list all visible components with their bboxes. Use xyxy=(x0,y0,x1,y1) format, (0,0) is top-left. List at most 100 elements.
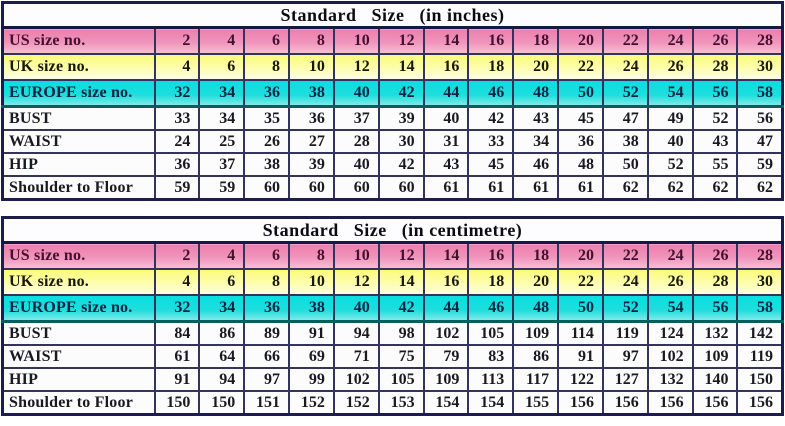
row-label: BUST xyxy=(1,105,156,131)
size-value-cell: 102 xyxy=(646,344,694,369)
size-value-cell: 150 xyxy=(198,390,246,416)
size-value-cell: 10 xyxy=(288,53,335,81)
size-value-cell: 91 xyxy=(557,344,604,369)
table-row: UK size no. 4 6 8 10 12 14 16 18 20 22 24 26 28 30 xyxy=(1,268,784,296)
size-value-cell: 55 xyxy=(691,152,739,177)
size-value-cell: 8 xyxy=(243,268,291,296)
size-value-cell: 94 xyxy=(198,367,246,392)
size-value-cell: 132 xyxy=(691,320,739,346)
size-value-cell: 156 xyxy=(736,390,784,416)
size-value-cell: 30 xyxy=(736,53,784,81)
size-value-cell: 60 xyxy=(332,175,380,201)
table-row: HIP 91 94 97 99 102 105 109 113 117 122 127 132 140 15… xyxy=(1,367,784,392)
table-row: Shoulder to Floor 150 150 151 152 152 153 154 15… xyxy=(1,390,784,416)
table-row: BUST 33 34 35 36 37 39 40 42 43 45 47 49 52 56 xyxy=(1,105,784,131)
size-value-cell: 27 xyxy=(288,129,335,154)
size-value-cell: 36 xyxy=(243,294,291,323)
size-value-cell: 6 xyxy=(198,53,246,81)
size-value-cell: 16 xyxy=(422,53,470,81)
row-label: BUST xyxy=(1,320,156,346)
size-value-cell: 48 xyxy=(557,152,604,177)
size-value-cell: 6 xyxy=(243,241,291,270)
size-value-cell: 156 xyxy=(691,390,739,416)
size-value-cell: 86 xyxy=(198,320,246,346)
size-value-cell: 61 xyxy=(512,175,560,201)
size-value-cell: 62 xyxy=(736,175,784,201)
size-value-cell: 79 xyxy=(422,344,470,369)
size-value-cell: 59 xyxy=(198,175,246,201)
size-value-cell: 36 xyxy=(153,152,201,177)
size-value-cell: 37 xyxy=(198,152,246,177)
size-value-cell: 42 xyxy=(377,294,425,323)
size-value-cell: 20 xyxy=(557,241,604,270)
size-value-cell: 26 xyxy=(646,268,694,296)
size-value-cell: 26 xyxy=(243,129,291,154)
size-value-cell: 42 xyxy=(377,79,425,108)
size-value-cell: 22 xyxy=(557,53,604,81)
size-value-cell: 122 xyxy=(557,367,604,392)
size-value-cell: 34 xyxy=(198,105,246,131)
size-value-cell: 156 xyxy=(601,390,649,416)
size-value-cell: 119 xyxy=(736,344,784,369)
size-value-cell: 75 xyxy=(377,344,425,369)
size-value-cell: 154 xyxy=(467,390,515,416)
size-value-cell: 46 xyxy=(467,79,515,108)
size-value-cell: 102 xyxy=(332,367,380,392)
size-value-cell: 50 xyxy=(601,152,649,177)
size-value-cell: 109 xyxy=(422,367,470,392)
size-value-cell: 28 xyxy=(736,26,784,55)
size-value-cell: 47 xyxy=(601,105,649,131)
size-value-cell: 150 xyxy=(153,390,201,416)
table-row: HIP 36 37 38 39 40 42 43 45 46 48 50 52 55 59 xyxy=(1,152,784,177)
size-value-cell: 14 xyxy=(422,241,470,270)
size-value-cell: 83 xyxy=(467,344,515,369)
size-value-cell: 132 xyxy=(646,367,694,392)
table-body-centimetre: US size no. 2 4 6 8 10 12 14 16 18 20 22 24 26 28 UK si… xyxy=(1,241,784,416)
size-value-cell: 18 xyxy=(512,241,560,270)
size-value-cell: 140 xyxy=(691,367,739,392)
size-value-cell: 114 xyxy=(557,320,604,346)
size-value-cell: 105 xyxy=(467,320,515,346)
table-row: US size no. 2 4 6 8 10 12 14 16 18 20 22 24 26 28 xyxy=(1,26,784,55)
size-value-cell: 109 xyxy=(691,344,739,369)
size-value-cell: 12 xyxy=(377,241,425,270)
size-value-cell: 48 xyxy=(512,294,560,323)
size-value-cell: 45 xyxy=(557,105,604,131)
size-value-cell: 28 xyxy=(691,53,739,81)
size-value-cell: 109 xyxy=(512,320,560,346)
size-value-cell: 56 xyxy=(691,79,739,108)
size-value-cell: 4 xyxy=(153,53,201,81)
size-value-cell: 25 xyxy=(198,129,246,154)
size-value-cell: 4 xyxy=(198,241,246,270)
row-label: Shoulder to Floor xyxy=(1,390,156,416)
size-value-cell: 42 xyxy=(467,105,515,131)
size-value-cell: 151 xyxy=(243,390,291,416)
size-value-cell: 24 xyxy=(646,241,694,270)
table-row: WAIST 24 25 26 27 28 30 31 33 34 36 38 40 43 47 xyxy=(1,129,784,154)
size-value-cell: 26 xyxy=(646,53,694,81)
size-value-cell: 62 xyxy=(601,175,649,201)
size-value-cell: 22 xyxy=(601,26,649,55)
size-value-cell: 37 xyxy=(332,105,380,131)
size-value-cell: 64 xyxy=(198,344,246,369)
size-value-cell: 20 xyxy=(512,268,560,296)
size-value-cell: 94 xyxy=(332,320,380,346)
size-value-cell: 22 xyxy=(557,268,604,296)
size-value-cell: 16 xyxy=(422,268,470,296)
size-value-cell: 32 xyxy=(153,294,201,323)
table-row: Shoulder to Floor 59 59 60 60 60 60 61 61 61 61 62 6… xyxy=(1,175,784,201)
size-value-cell: 54 xyxy=(646,79,694,108)
row-label: UK size no. xyxy=(1,53,156,81)
size-value-cell: 12 xyxy=(332,268,380,296)
size-value-cell: 10 xyxy=(332,241,380,270)
size-value-cell: 24 xyxy=(601,53,649,81)
size-value-cell: 91 xyxy=(288,320,335,346)
table-row: WAIST 61 64 66 69 71 75 79 83 86 91 97 102 109 119 xyxy=(1,344,784,369)
size-value-cell: 59 xyxy=(153,175,201,201)
size-value-cell: 61 xyxy=(153,344,201,369)
size-value-cell: 62 xyxy=(646,175,694,201)
size-value-cell: 42 xyxy=(377,152,425,177)
size-value-cell: 43 xyxy=(691,129,739,154)
size-value-cell: 36 xyxy=(288,105,335,131)
table-body-inches: US size no. 2 4 6 8 10 12 14 16 18 20 22 24 26 28 UK si… xyxy=(1,26,784,201)
